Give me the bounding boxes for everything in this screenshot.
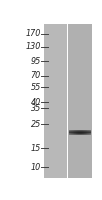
FancyBboxPatch shape (90, 130, 91, 135)
FancyBboxPatch shape (87, 130, 88, 135)
FancyBboxPatch shape (44, 24, 67, 178)
FancyBboxPatch shape (86, 130, 87, 135)
FancyBboxPatch shape (74, 130, 75, 135)
FancyBboxPatch shape (79, 130, 80, 135)
FancyBboxPatch shape (81, 130, 82, 135)
Text: 95: 95 (31, 57, 41, 66)
FancyBboxPatch shape (75, 130, 76, 135)
Text: 15: 15 (31, 144, 41, 153)
FancyBboxPatch shape (72, 130, 73, 135)
FancyBboxPatch shape (75, 130, 76, 135)
FancyBboxPatch shape (13, 24, 44, 178)
FancyBboxPatch shape (80, 130, 81, 135)
FancyBboxPatch shape (76, 130, 77, 135)
Text: 35: 35 (31, 104, 41, 113)
Text: 170: 170 (25, 29, 41, 38)
FancyBboxPatch shape (74, 130, 75, 135)
FancyBboxPatch shape (84, 130, 85, 135)
FancyBboxPatch shape (77, 130, 78, 135)
FancyBboxPatch shape (89, 130, 90, 135)
Text: 40: 40 (31, 98, 41, 107)
FancyBboxPatch shape (67, 24, 68, 178)
FancyBboxPatch shape (69, 130, 70, 135)
FancyBboxPatch shape (82, 130, 83, 135)
FancyBboxPatch shape (71, 130, 72, 135)
FancyBboxPatch shape (71, 130, 72, 135)
FancyBboxPatch shape (85, 130, 86, 135)
FancyBboxPatch shape (68, 24, 92, 178)
FancyBboxPatch shape (78, 130, 79, 135)
Text: 70: 70 (31, 71, 41, 80)
Text: 130: 130 (25, 42, 41, 51)
FancyBboxPatch shape (73, 130, 74, 135)
FancyBboxPatch shape (70, 130, 71, 135)
FancyBboxPatch shape (84, 130, 85, 135)
Text: 55: 55 (31, 83, 41, 92)
FancyBboxPatch shape (81, 130, 82, 135)
FancyBboxPatch shape (88, 130, 89, 135)
FancyBboxPatch shape (77, 130, 78, 135)
FancyBboxPatch shape (83, 130, 84, 135)
Text: 25: 25 (31, 120, 41, 129)
FancyBboxPatch shape (90, 130, 91, 135)
Text: 10: 10 (31, 163, 41, 172)
